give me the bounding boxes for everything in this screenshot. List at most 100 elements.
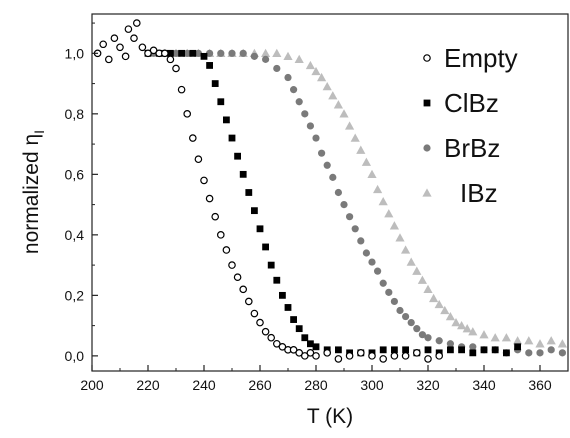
data-point	[413, 325, 421, 333]
data-point	[423, 284, 433, 293]
data-point	[206, 62, 213, 69]
y-axis-label-subscript: I	[31, 130, 47, 134]
x-tick-label: 200	[80, 377, 104, 393]
data-point	[335, 346, 342, 354]
data-point	[295, 349, 304, 357]
data-point	[322, 82, 332, 91]
data-point	[435, 337, 443, 345]
data-point	[250, 309, 259, 318]
data-point	[524, 336, 534, 345]
data-point	[273, 276, 281, 284]
data-point	[434, 299, 444, 309]
legend-marker	[423, 99, 431, 107]
data-point	[211, 80, 219, 87]
plot-points	[93, 19, 567, 363]
data-point	[379, 346, 387, 354]
data-point	[317, 72, 327, 82]
x-tick-label: 240	[192, 377, 216, 393]
data-point	[401, 352, 410, 360]
x-tick-label: 260	[248, 377, 272, 393]
data-point	[306, 349, 315, 357]
data-point	[340, 201, 348, 209]
data-point	[217, 231, 225, 239]
data-point	[374, 267, 382, 275]
data-point	[457, 321, 467, 330]
data-point	[233, 273, 242, 282]
data-point	[251, 207, 258, 215]
data-point	[245, 189, 253, 196]
series-ibz	[160, 48, 567, 348]
data-point	[346, 213, 354, 221]
y-tick-label: 0,0	[65, 348, 85, 364]
data-point	[412, 266, 422, 275]
data-point	[356, 145, 366, 154]
y-tick-label: 0,2	[65, 287, 85, 303]
data-point	[447, 346, 454, 354]
data-point	[435, 352, 444, 360]
data-point	[222, 246, 231, 254]
data-point	[261, 327, 270, 336]
data-point	[228, 134, 236, 142]
data-point	[290, 316, 297, 323]
data-point	[468, 327, 478, 336]
data-point	[407, 318, 415, 327]
data-point	[351, 225, 359, 233]
data-point	[205, 194, 214, 203]
data-point	[429, 293, 439, 303]
data-point	[267, 333, 276, 342]
data-point	[391, 346, 398, 354]
data-point	[535, 339, 545, 348]
x-tick-label: 280	[304, 377, 328, 393]
data-point	[424, 355, 432, 363]
data-point	[189, 134, 197, 142]
legend-marker	[423, 144, 431, 152]
data-point	[284, 304, 292, 311]
data-point	[272, 48, 282, 58]
data-point	[99, 40, 108, 49]
data-point	[546, 336, 556, 345]
y-tick-label: 0,8	[65, 106, 85, 122]
data-point	[424, 334, 432, 342]
data-point	[368, 352, 376, 360]
data-point	[167, 49, 174, 57]
data-point	[130, 34, 138, 43]
data-point	[250, 52, 258, 60]
data-point	[306, 122, 314, 130]
data-point	[402, 346, 409, 354]
data-point	[513, 336, 523, 345]
data-point	[469, 343, 477, 351]
data-point	[307, 340, 314, 348]
y-axis-label-main: normalized η	[20, 134, 43, 254]
data-point	[379, 279, 387, 287]
data-point	[223, 116, 230, 124]
y-axis-label: normalized ηI	[20, 130, 47, 254]
data-point	[390, 297, 398, 306]
data-point	[279, 291, 286, 299]
data-point	[121, 52, 130, 61]
data-point	[172, 49, 180, 57]
data-point	[491, 346, 499, 354]
data-point	[378, 196, 388, 206]
x-tick-label: 360	[528, 377, 552, 393]
data-point	[239, 170, 247, 178]
data-point	[116, 43, 124, 52]
data-point	[390, 352, 399, 360]
data-point	[200, 52, 208, 60]
data-point	[133, 19, 141, 27]
data-point	[384, 209, 394, 218]
y-tick-label: 0,6	[65, 166, 85, 182]
data-point	[256, 225, 264, 233]
data-point	[294, 54, 304, 64]
data-point	[323, 349, 332, 357]
data-point	[361, 157, 371, 166]
data-point	[200, 176, 208, 185]
data-point	[350, 133, 360, 142]
data-point	[334, 188, 342, 197]
data-point	[206, 49, 214, 57]
legend-label: IBz	[460, 178, 498, 208]
data-point	[272, 339, 281, 348]
data-point	[295, 325, 303, 333]
data-point	[295, 98, 303, 106]
x-axis-ticks: 200 220 240 260 280 300 320 340 360	[80, 365, 552, 393]
data-point	[462, 324, 472, 333]
